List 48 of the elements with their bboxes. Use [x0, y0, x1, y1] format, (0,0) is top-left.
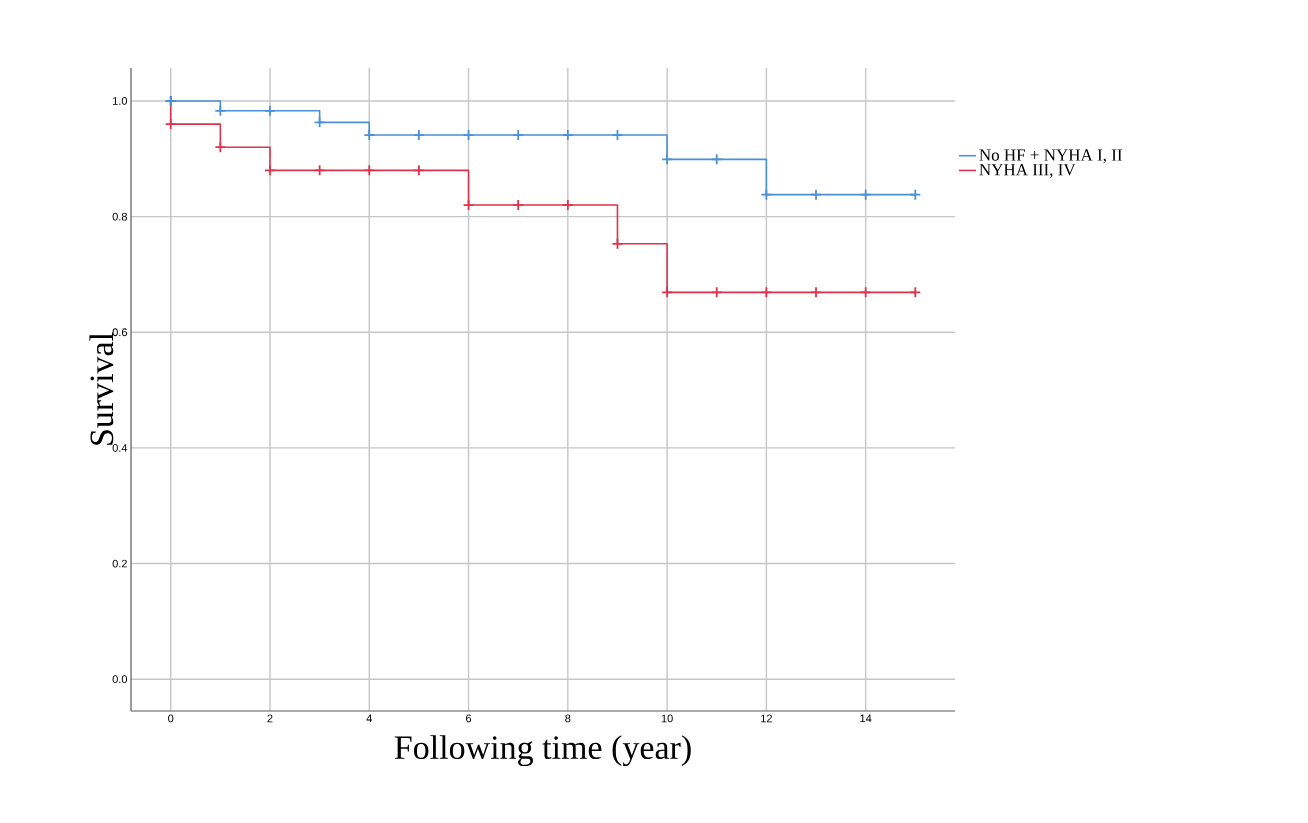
point: [214, 104, 227, 117]
point: [512, 129, 525, 141]
point: [512, 199, 525, 211]
x-tick-label: 10: [661, 714, 673, 723]
point: [611, 129, 624, 141]
legend-label: NYHA III, IV: [979, 164, 1076, 178]
y-tick-label: 0.0: [112, 675, 128, 684]
y-tick-label: 0.6: [112, 328, 127, 337]
legend-label: No HF + NYHA I, II: [979, 149, 1122, 164]
point: [214, 141, 227, 154]
x-axis-title: Following time (year): [394, 735, 691, 767]
point: [710, 153, 723, 166]
y-tick-label: 0.4: [112, 444, 128, 452]
point: [462, 199, 475, 211]
point: [413, 129, 425, 141]
point: [661, 286, 673, 299]
point: [561, 129, 574, 141]
point: [611, 237, 624, 250]
point: [710, 286, 723, 299]
x-tick-label: 8: [565, 714, 571, 723]
x-tick-label: 6: [466, 714, 472, 723]
point: [313, 164, 326, 177]
point: [413, 164, 425, 177]
y-tick-label: 0.2: [112, 559, 127, 568]
x-tick-label: 14: [860, 714, 872, 723]
y-tick-label: 0.8: [112, 212, 127, 221]
point: [810, 188, 822, 201]
point: [264, 164, 276, 177]
x-tick-label: 4: [366, 714, 372, 723]
point: [164, 118, 177, 130]
point: [462, 129, 475, 141]
point: [313, 116, 326, 129]
y-tick-label: 1.0: [113, 97, 128, 105]
point: [561, 199, 574, 211]
point: [661, 153, 673, 166]
x-tick-label: 0: [168, 714, 174, 723]
point: [760, 188, 773, 201]
point: [363, 129, 376, 141]
y-axis-title: Survival: [89, 332, 114, 445]
point: [909, 188, 922, 201]
point: [859, 188, 872, 201]
x-tick-label: 12: [761, 714, 772, 723]
point: [363, 164, 376, 177]
point: [810, 286, 822, 299]
x-tick-label: 2: [267, 714, 273, 723]
point: [909, 286, 922, 299]
point: [760, 286, 773, 299]
point: [859, 286, 872, 299]
